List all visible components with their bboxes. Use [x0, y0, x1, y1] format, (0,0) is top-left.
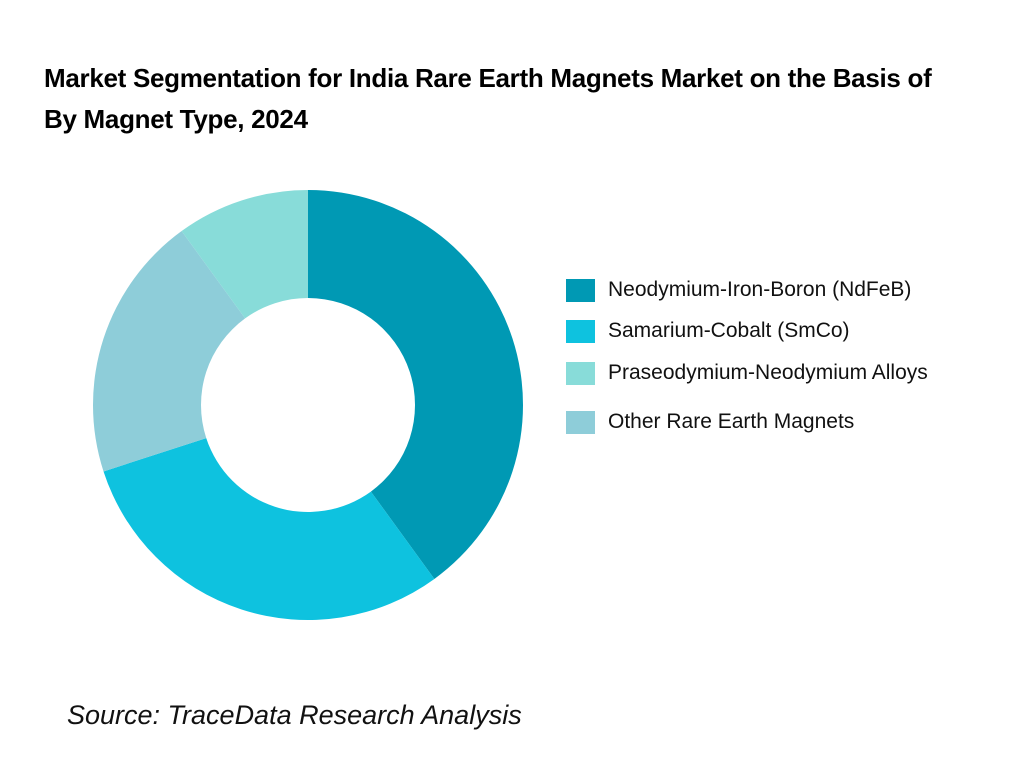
legend-label: Praseodymium-Neodymium Alloys [608, 361, 928, 384]
source-note: Source: TraceData Research Analysis [67, 700, 522, 730]
legend-label: Other Rare Earth Magnets [608, 410, 855, 433]
legend-swatch [566, 319, 595, 343]
legend-label: Samarium-Cobalt (SmCo) [608, 319, 850, 342]
donut-slice-neodymium-iron-boron-ndfeb [308, 190, 524, 579]
legend-swatch [566, 361, 595, 385]
donut-slice-other-rare-earth-magnets [92, 231, 246, 472]
legend-item: Neodymium-Iron-Boron (NdFeB) [566, 278, 911, 302]
legend-item: Praseodymium-Neodymium Alloys [566, 361, 928, 385]
legend-item: Other Rare Earth Magnets [566, 410, 854, 434]
legend-label: Neodymium-Iron-Boron (NdFeB) [608, 278, 912, 301]
donut-slice-samarium-cobalt-smco [103, 438, 435, 620]
chart-title: Market Segmentation for India Rare Earth… [44, 63, 946, 134]
legend-swatch [566, 278, 595, 302]
legend-swatch [566, 410, 595, 434]
legend-item: Samarium-Cobalt (SmCo) [566, 319, 850, 343]
donut-slice-praseodymium-neodymium-alloys [181, 190, 308, 319]
